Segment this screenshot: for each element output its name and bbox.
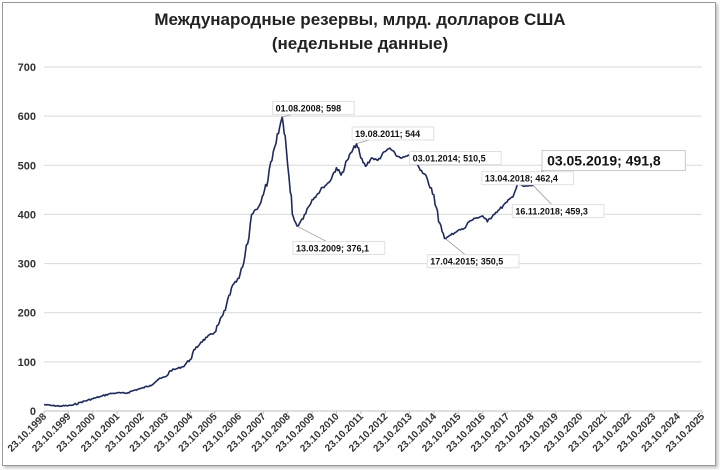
annotation-label: 01.08.2008; 598 [276, 103, 342, 113]
annotation-label: 19.08.2011; 544 [355, 129, 420, 139]
annotation-label: 03.01.2014; 510,5 [413, 154, 486, 164]
annotation-box [541, 150, 686, 172]
annotation-label: 17.04.2015; 350,5 [430, 257, 503, 267]
y-tick-label: 200 [18, 308, 36, 320]
chart-title: Международные резервы, млрд. долларов СШ… [154, 10, 566, 29]
y-tick-label: 600 [18, 111, 36, 123]
y-tick-label: 500 [18, 160, 36, 172]
chart-subtitle: (недельные данные) [271, 34, 449, 53]
annotation-box [511, 204, 605, 219]
chart-title-block: Международные резервы, млрд. долларов СШ… [0, 8, 720, 56]
annotation-label: 13.03.2009; 376,1 [296, 243, 369, 253]
annotation-box [426, 254, 520, 269]
y-tick-label: 700 [18, 62, 36, 74]
series-line [43, 116, 545, 408]
annotation-label: 03.05.2019; 491,8 [547, 153, 661, 169]
annotation-box [409, 151, 502, 166]
y-tick-label: 0 [30, 406, 36, 418]
chart-frame [2, 2, 716, 466]
annotation-label: 13.04.2018; 462,4 [485, 174, 558, 184]
annotation-label: 16.11.2018; 459,3 [515, 207, 588, 217]
annotation-box [481, 171, 575, 186]
y-tick-label: 400 [18, 209, 36, 221]
y-tick-label: 100 [18, 357, 36, 369]
annotation-box [351, 126, 435, 141]
y-tick-label: 300 [18, 259, 36, 271]
annotation-box [292, 240, 386, 255]
annotation-box [272, 100, 355, 115]
